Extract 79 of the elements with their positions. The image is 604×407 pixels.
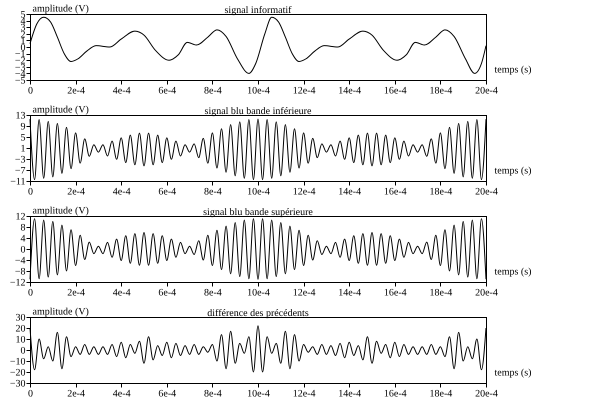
x-tick-label: 18e-4 <box>430 388 452 400</box>
y-axis-title: amplitude (V) <box>32 206 89 216</box>
y-axis-title: amplitude (V) <box>32 104 89 116</box>
x-tick-label: 12e-4 <box>292 86 316 96</box>
x-tick-label: 14e-4 <box>338 186 362 198</box>
x-tick-label: 0 <box>28 186 33 198</box>
x-tick-label: 10e-4 <box>247 186 270 198</box>
y-tick-label: −8 <box>14 266 26 278</box>
x-tick-label: 16e-4 <box>384 388 407 400</box>
y-tick-label: 0 <box>20 346 26 356</box>
y-tick-label: −30 <box>10 378 26 390</box>
y-tick-label: −4 <box>14 256 26 266</box>
x-tick-label: 6e-4 <box>158 86 176 96</box>
x-tick-label: 4e-4 <box>112 388 131 400</box>
x-tick-label: 8e-4 <box>204 288 222 298</box>
x-tick-label: 18e-4 <box>430 186 452 198</box>
x-tick-label: 6e-4 <box>158 388 176 400</box>
x-tick-label: 2e-4 <box>67 288 85 298</box>
x-tick-label: 10e-4 <box>247 388 270 400</box>
x-tick-label: 20e-4 <box>475 388 498 400</box>
x-tick-label: 16e-4 <box>384 288 407 298</box>
x-tick-label: 8e-4 <box>204 86 222 96</box>
x-tick-label: 18e-4 <box>430 288 452 298</box>
x-tick-label: 2e-4 <box>67 388 85 400</box>
y-tick-label: 5 <box>20 132 26 144</box>
x-tick-label: 6e-4 <box>158 288 176 298</box>
x-tick-label: 4e-4 <box>112 186 131 198</box>
x-tick-label: 20e-4 <box>475 288 498 298</box>
y-tick-label: 1 <box>20 144 26 154</box>
y-tick-label: 8 <box>20 222 26 234</box>
x-tick-label: 4e-4 <box>112 288 131 298</box>
y-tick-label: −20 <box>10 368 26 378</box>
x-tick-label: 2e-4 <box>67 186 85 198</box>
y-tick-label: 10 <box>16 334 26 346</box>
y-tick-label: −10 <box>10 356 26 368</box>
y-tick-label: −7 <box>14 166 26 176</box>
x-tick-label: 14e-4 <box>338 86 362 96</box>
y-tick-label: 9 <box>20 122 26 132</box>
x-tick-label: 14e-4 <box>338 388 362 400</box>
y-tick-label: 4 <box>20 234 26 244</box>
x-tick-label: 0 <box>28 288 33 298</box>
x-tick-label: 8e-4 <box>204 186 222 198</box>
x-tick-label: 10e-4 <box>247 86 270 96</box>
x-tick-label: 10e-4 <box>247 288 270 298</box>
x-tick-label: 6e-4 <box>158 186 176 198</box>
x-tick-label: 0 <box>28 388 33 400</box>
y-tick-label: 12 <box>16 212 26 222</box>
chart-title: signal blu bande supérieure <box>203 207 314 218</box>
x-axis-title: temps (s) <box>494 64 532 76</box>
x-axis-title: temps (s) <box>494 166 532 176</box>
x-tick-label: 12e-4 <box>292 186 316 198</box>
x-tick-label: 2e-4 <box>67 86 85 96</box>
y-tick-label: −11 <box>10 176 26 188</box>
x-tick-label: 12e-4 <box>292 388 316 400</box>
x-tick-label: 20e-4 <box>475 86 498 96</box>
chart-title: différence des précédents <box>207 308 309 319</box>
line-series <box>30 218 486 280</box>
y-tick-label: 0 <box>20 244 26 256</box>
chart-title: signal blu bande inférieure <box>204 106 312 117</box>
y-tick-label: 13 <box>16 110 26 122</box>
x-tick-label: 8e-4 <box>204 388 222 400</box>
x-tick-label: 18e-4 <box>430 86 452 96</box>
y-tick-label: −12 <box>10 278 26 288</box>
y-axis-title: amplitude (V) <box>32 4 89 14</box>
x-tick-label: 0 <box>28 86 33 96</box>
x-tick-label: 16e-4 <box>384 86 407 96</box>
x-tick-label: 20e-4 <box>475 186 498 198</box>
y-tick-label: 30 <box>16 312 26 324</box>
x-axis-title: temps (s) <box>494 368 532 378</box>
x-tick-label: 12e-4 <box>292 288 316 298</box>
x-tick-label: 16e-4 <box>384 186 407 198</box>
y-tick-label: −3 <box>14 154 26 166</box>
x-axis-title: temps (s) <box>494 266 532 278</box>
x-tick-label: 14e-4 <box>338 288 362 298</box>
y-axis-title: amplitude (V) <box>32 306 89 318</box>
y-tick-label: 20 <box>16 324 26 334</box>
chart-title: signal informatif <box>224 5 292 16</box>
line-series <box>30 118 486 180</box>
x-tick-label: 4e-4 <box>112 86 131 96</box>
